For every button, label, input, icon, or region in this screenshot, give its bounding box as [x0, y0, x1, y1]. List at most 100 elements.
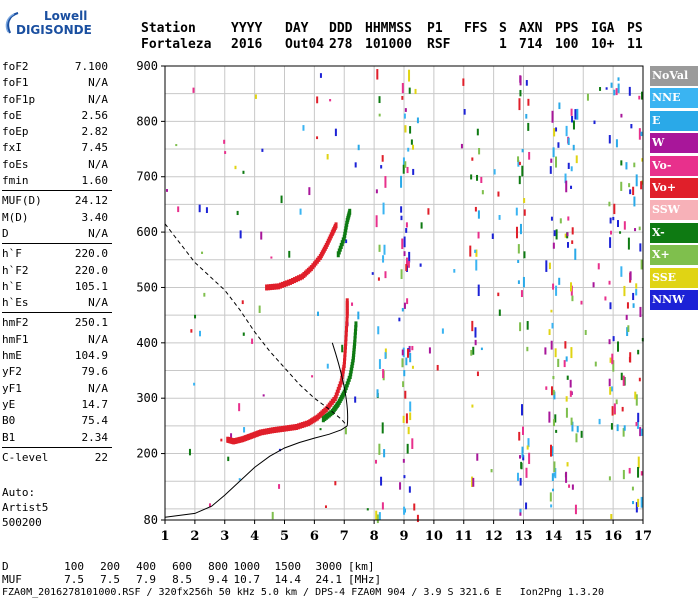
- noise-echo: [378, 359, 381, 369]
- noise-echo: [617, 341, 620, 352]
- noise-echo: [453, 269, 456, 273]
- noise-echo: [400, 175, 403, 188]
- trace-point: [263, 428, 267, 435]
- noise-echo: [549, 444, 552, 457]
- param-value: 1.60: [81, 174, 109, 188]
- noise-echo: [638, 226, 641, 231]
- param-name: yE: [2, 397, 16, 411]
- noise-echo: [620, 372, 623, 381]
- header-label-8: AXN: [519, 21, 543, 36]
- noise-echo: [242, 332, 245, 336]
- header-label-7: S: [499, 21, 507, 36]
- noise-echo: [405, 228, 408, 233]
- muf-value: 7.5: [64, 573, 84, 586]
- noise-echo: [615, 88, 618, 96]
- noise-echo: [474, 249, 477, 253]
- param-name: B0: [2, 414, 16, 428]
- noise-echo: [381, 502, 384, 510]
- header-label-5: P1: [427, 21, 443, 36]
- noise-echo: [302, 125, 305, 131]
- noise-echo: [345, 239, 348, 244]
- noise-echo: [637, 349, 640, 355]
- noise-echo: [528, 452, 531, 464]
- trace-point: [348, 208, 352, 215]
- noise-echo: [527, 438, 530, 448]
- noise-echo: [571, 295, 574, 302]
- distance-value: 1500: [274, 560, 302, 573]
- noise-echo: [635, 394, 638, 406]
- noise-echo: [517, 244, 520, 254]
- noise-echo: [477, 231, 480, 239]
- noise-echo: [517, 160, 520, 167]
- param-value: 75.4: [81, 414, 109, 428]
- muf-value: 10.7: [233, 573, 261, 586]
- param-row: hmE 104.9: [2, 348, 114, 364]
- y-tick-label: 80: [144, 513, 158, 527]
- trace-point: [283, 281, 286, 288]
- muf-value: 14.4: [274, 573, 302, 586]
- noise-echo: [404, 108, 407, 112]
- param-value: 2.34: [81, 430, 109, 444]
- noise-echo: [243, 427, 246, 433]
- noise-echo: [559, 218, 562, 224]
- param-separator: [2, 312, 112, 314]
- trace-point: [353, 336, 357, 343]
- param-row: h`F 220.0: [2, 246, 114, 262]
- noise-echo: [599, 87, 602, 91]
- auto-artist: Artist5: [2, 501, 49, 514]
- noise-echo: [384, 176, 387, 188]
- trace-point: [343, 347, 347, 354]
- muf-value: 9.4: [208, 573, 228, 586]
- noise-echo: [419, 263, 422, 267]
- noise-echo: [564, 341, 567, 349]
- noise-echo: [523, 209, 526, 216]
- x-tick-label: 13: [514, 529, 532, 544]
- noise-echo: [522, 276, 525, 288]
- noise-echo: [570, 185, 573, 189]
- trace-point: [283, 425, 286, 432]
- noise-echo: [580, 300, 583, 305]
- param-row: B1 2.34: [2, 430, 114, 446]
- trace-point: [344, 339, 348, 346]
- noise-echo: [299, 208, 302, 215]
- noise-echo: [553, 461, 556, 472]
- noise-echo: [640, 181, 643, 190]
- noise-echo: [620, 266, 623, 277]
- param-name: hmF2: [2, 316, 29, 330]
- header-value-2: Out04: [285, 37, 325, 52]
- noise-echo: [405, 264, 408, 272]
- noise-echo: [632, 186, 635, 196]
- noise-echo: [527, 98, 530, 106]
- header-label-2: DAY: [285, 21, 309, 36]
- noise-echo: [518, 175, 521, 185]
- noise-echo: [574, 248, 577, 260]
- noise-echo: [177, 206, 180, 213]
- header-label-9: PPS: [555, 21, 579, 36]
- noise-echo: [613, 403, 616, 415]
- trace-point: [342, 361, 346, 368]
- noise-echo: [194, 314, 197, 319]
- noise-echo: [554, 414, 557, 423]
- y-tick-label: 800: [136, 114, 158, 128]
- noise-echo: [402, 164, 405, 174]
- noise-echo: [627, 325, 630, 332]
- noise-echo: [436, 364, 439, 371]
- noise-echo: [403, 302, 406, 309]
- noise-echo: [633, 196, 636, 207]
- density-profile-line: [164, 425, 348, 518]
- noise-echo: [604, 296, 607, 301]
- noise-echo: [553, 230, 556, 237]
- legend-item: Vo-: [650, 155, 698, 176]
- auto-label: Auto:: [2, 486, 36, 499]
- noise-echo: [521, 165, 524, 177]
- noise-echo: [262, 394, 265, 397]
- noise-echo: [198, 204, 201, 213]
- noise-echo: [470, 349, 473, 356]
- noise-echo: [525, 502, 528, 510]
- noise-echo: [576, 425, 579, 433]
- noise-echo: [260, 231, 263, 240]
- param-name: M(D): [2, 210, 29, 224]
- noise-echo: [236, 210, 239, 216]
- param-separator: [2, 446, 112, 448]
